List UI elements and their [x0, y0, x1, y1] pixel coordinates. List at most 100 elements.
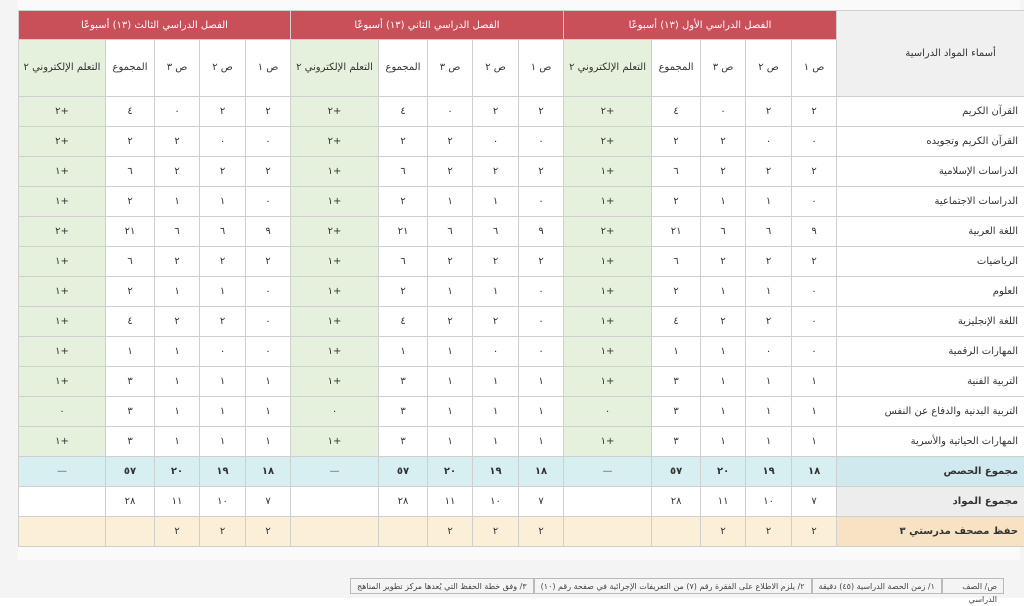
- semester-3-header: الفصل الدراسي الثالث (١٣) أسبوعًا: [19, 11, 291, 40]
- footnote-1: ١/ زمن الحصة الدراسية (٤٥) دقيقة: [812, 578, 942, 594]
- elearning-cell: +١: [19, 187, 106, 217]
- grade-cell: ٢: [428, 127, 473, 157]
- elearning-cell: +١: [19, 337, 106, 367]
- total-cell: ٢١: [379, 217, 428, 247]
- grade-cell: ٩: [246, 217, 291, 247]
- subject-name: الدراسات الإسلامية: [837, 157, 1024, 187]
- col-grade-3: ص ٣: [701, 40, 746, 97]
- grade-cell: ١: [428, 397, 473, 427]
- total-cell: ٣: [379, 397, 428, 427]
- grade-cell: ٢: [246, 517, 291, 547]
- grade-cell: ١: [200, 427, 246, 457]
- total-cell: [652, 517, 701, 547]
- col-total: المجموع: [379, 40, 428, 97]
- grade-cell: ٢: [701, 157, 746, 187]
- grade-cell: ٢: [155, 247, 200, 277]
- elearning-cell: [291, 517, 379, 547]
- elearning-cell: +١: [19, 277, 106, 307]
- col-grade-2: ص ٢: [746, 40, 792, 97]
- grade-cell: ١: [519, 367, 564, 397]
- elearning-cell: +١: [564, 247, 652, 277]
- subject-name: مجموع المواد: [837, 487, 1024, 517]
- col-total: المجموع: [652, 40, 701, 97]
- grade-cell: ٠: [792, 277, 837, 307]
- grade-cell: ١: [746, 277, 792, 307]
- footnotes-bar: ص/ الصف الدراسي ١/ زمن الحصة الدراسية (٤…: [350, 578, 1004, 594]
- grade-cell: ٠: [701, 97, 746, 127]
- grade-cell: ٢٠: [155, 457, 200, 487]
- grade-cell: ٢: [428, 307, 473, 337]
- elearning-cell: [19, 487, 106, 517]
- total-cell: ١: [379, 337, 428, 367]
- subject-name: مجموع الحصص: [837, 457, 1024, 487]
- total-cell: ٣: [379, 367, 428, 397]
- grade-cell: ٠: [792, 127, 837, 157]
- elearning-cell: +١: [564, 157, 652, 187]
- elearning-cell: +١: [564, 367, 652, 397]
- grade-cell: ٠: [246, 277, 291, 307]
- grade-cell: ١: [746, 187, 792, 217]
- total-cell: ٦: [652, 247, 701, 277]
- grade-cell: ١٩: [746, 457, 792, 487]
- grade-cell: ١: [792, 367, 837, 397]
- total-cell: ٢: [652, 187, 701, 217]
- elearning-cell: +٢: [564, 217, 652, 247]
- grade-cell: ٢: [200, 247, 246, 277]
- footnote-2: ٢/ يلزم الاطلاع على الفقرة رقم (٧) من ال…: [534, 578, 812, 594]
- grade-cell: ٢: [701, 307, 746, 337]
- total-cell: ٦: [106, 157, 155, 187]
- total-cell: ٣: [106, 397, 155, 427]
- grade-cell: ١: [473, 427, 519, 457]
- footnote-legend: ص/ الصف الدراسي: [942, 578, 1004, 594]
- elearning-cell: +٢: [291, 127, 379, 157]
- total-cell: ٢١: [652, 217, 701, 247]
- total-cell: ٢٨: [652, 487, 701, 517]
- grade-cell: ٢: [200, 517, 246, 547]
- grade-cell: ٢: [155, 307, 200, 337]
- elearning-cell: ٠: [291, 397, 379, 427]
- grade-cell: ٦: [200, 217, 246, 247]
- elearning-cell: +٢: [291, 217, 379, 247]
- grade-cell: ١: [792, 427, 837, 457]
- total-cell: ٣: [652, 397, 701, 427]
- subject-name: اللغة العربية: [837, 217, 1024, 247]
- grade-cell: ٢: [246, 247, 291, 277]
- total-cell: ٢: [106, 187, 155, 217]
- elearning-cell: +١: [564, 427, 652, 457]
- subject-name: المهارات الرقمية: [837, 337, 1024, 367]
- grade-cell: ٠: [155, 97, 200, 127]
- total-cell: ٣: [106, 427, 155, 457]
- grade-cell: ٢: [792, 157, 837, 187]
- semester-header-row: أسماء المواد الدراسية الفصل الدراسي الأو…: [19, 11, 1024, 40]
- grade-cell: ١: [155, 427, 200, 457]
- total-cell: ٣: [379, 427, 428, 457]
- grade-cell: ١١: [428, 487, 473, 517]
- col-grade-3: ص ٣: [155, 40, 200, 97]
- total-cell: ٢: [652, 277, 701, 307]
- elearning-cell: —: [564, 457, 652, 487]
- total-cell: ٥٧: [652, 457, 701, 487]
- grade-cell: ١: [428, 427, 473, 457]
- grade-cell: ٢: [746, 307, 792, 337]
- grade-cell: ١٨: [519, 457, 564, 487]
- grade-cell: ١: [246, 427, 291, 457]
- semester-2-header: الفصل الدراسي الثاني (١٣) أسبوعًا: [291, 11, 564, 40]
- grade-cell: ٠: [519, 307, 564, 337]
- grade-cell: ١: [701, 337, 746, 367]
- grade-cell: ١: [428, 367, 473, 397]
- elearning-cell: +١: [19, 427, 106, 457]
- total-cell: ٦: [379, 247, 428, 277]
- grade-cell: ٠: [246, 187, 291, 217]
- total-cell: ٢٨: [379, 487, 428, 517]
- study-plan-table: أسماء المواد الدراسية الفصل الدراسي الأو…: [18, 10, 1024, 547]
- grade-cell: ٢٠: [701, 457, 746, 487]
- grade-cell: ٢: [746, 97, 792, 127]
- grade-cell: ٠: [200, 127, 246, 157]
- subject-name: القرآن الكريم: [837, 97, 1024, 127]
- grade-cell: ١١: [701, 487, 746, 517]
- elearning-cell: +١: [19, 367, 106, 397]
- elearning-cell: [19, 517, 106, 547]
- elearning-cell: [564, 487, 652, 517]
